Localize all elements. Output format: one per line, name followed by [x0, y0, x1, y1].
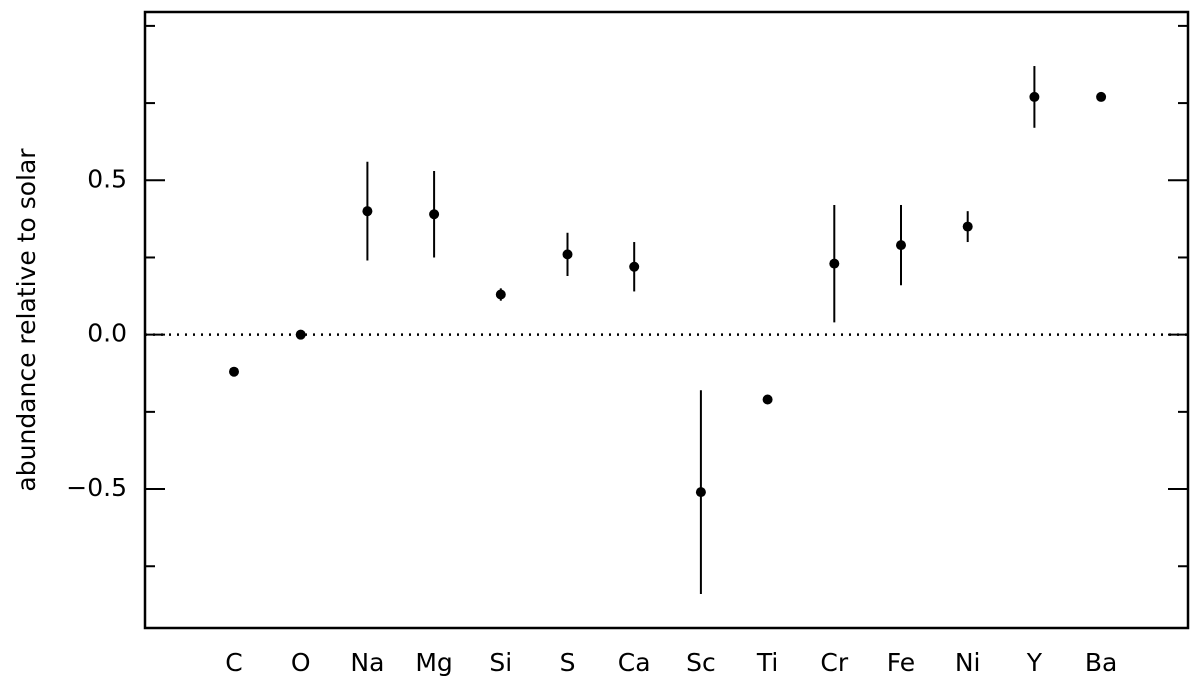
x-tick-label: Y: [1026, 648, 1043, 677]
x-tick-label: C: [225, 648, 242, 677]
x-tick-label: Sc: [686, 648, 716, 677]
y-axis-label: abundance relative to solar: [12, 148, 41, 492]
data-point: [362, 206, 373, 217]
data-point: [295, 329, 306, 340]
data-point: [429, 209, 440, 220]
plot-frame: [143, 10, 1190, 630]
x-tick-label: O: [291, 648, 311, 677]
x-tick-label: Ba: [1085, 648, 1117, 677]
y-tick-label: 0.0: [87, 319, 127, 348]
x-tick-label: Ni: [955, 648, 981, 677]
data-point: [562, 249, 573, 260]
data-point: [229, 366, 239, 377]
data-point: [695, 487, 706, 498]
data-point: [829, 258, 840, 269]
x-tick-label: Cr: [820, 648, 848, 677]
data-point: [495, 289, 506, 300]
x-tick-label: Ca: [618, 648, 651, 677]
x-tick-label: S: [560, 648, 576, 677]
x-tick-label: Fe: [887, 648, 915, 677]
data-point: [1029, 91, 1040, 102]
y-tick-label: 0.5: [87, 164, 127, 193]
x-tick-label: Ti: [756, 648, 778, 677]
data-point: [1096, 91, 1107, 102]
data-point: [629, 261, 640, 272]
x-tick-label: Si: [489, 648, 512, 677]
data-point: [962, 221, 973, 232]
x-tick-label: Mg: [415, 648, 452, 677]
x-tick-label: Na: [350, 648, 384, 677]
y-tick-label: −0.5: [66, 473, 127, 502]
data-point: [896, 240, 906, 251]
data-point: [762, 394, 773, 405]
